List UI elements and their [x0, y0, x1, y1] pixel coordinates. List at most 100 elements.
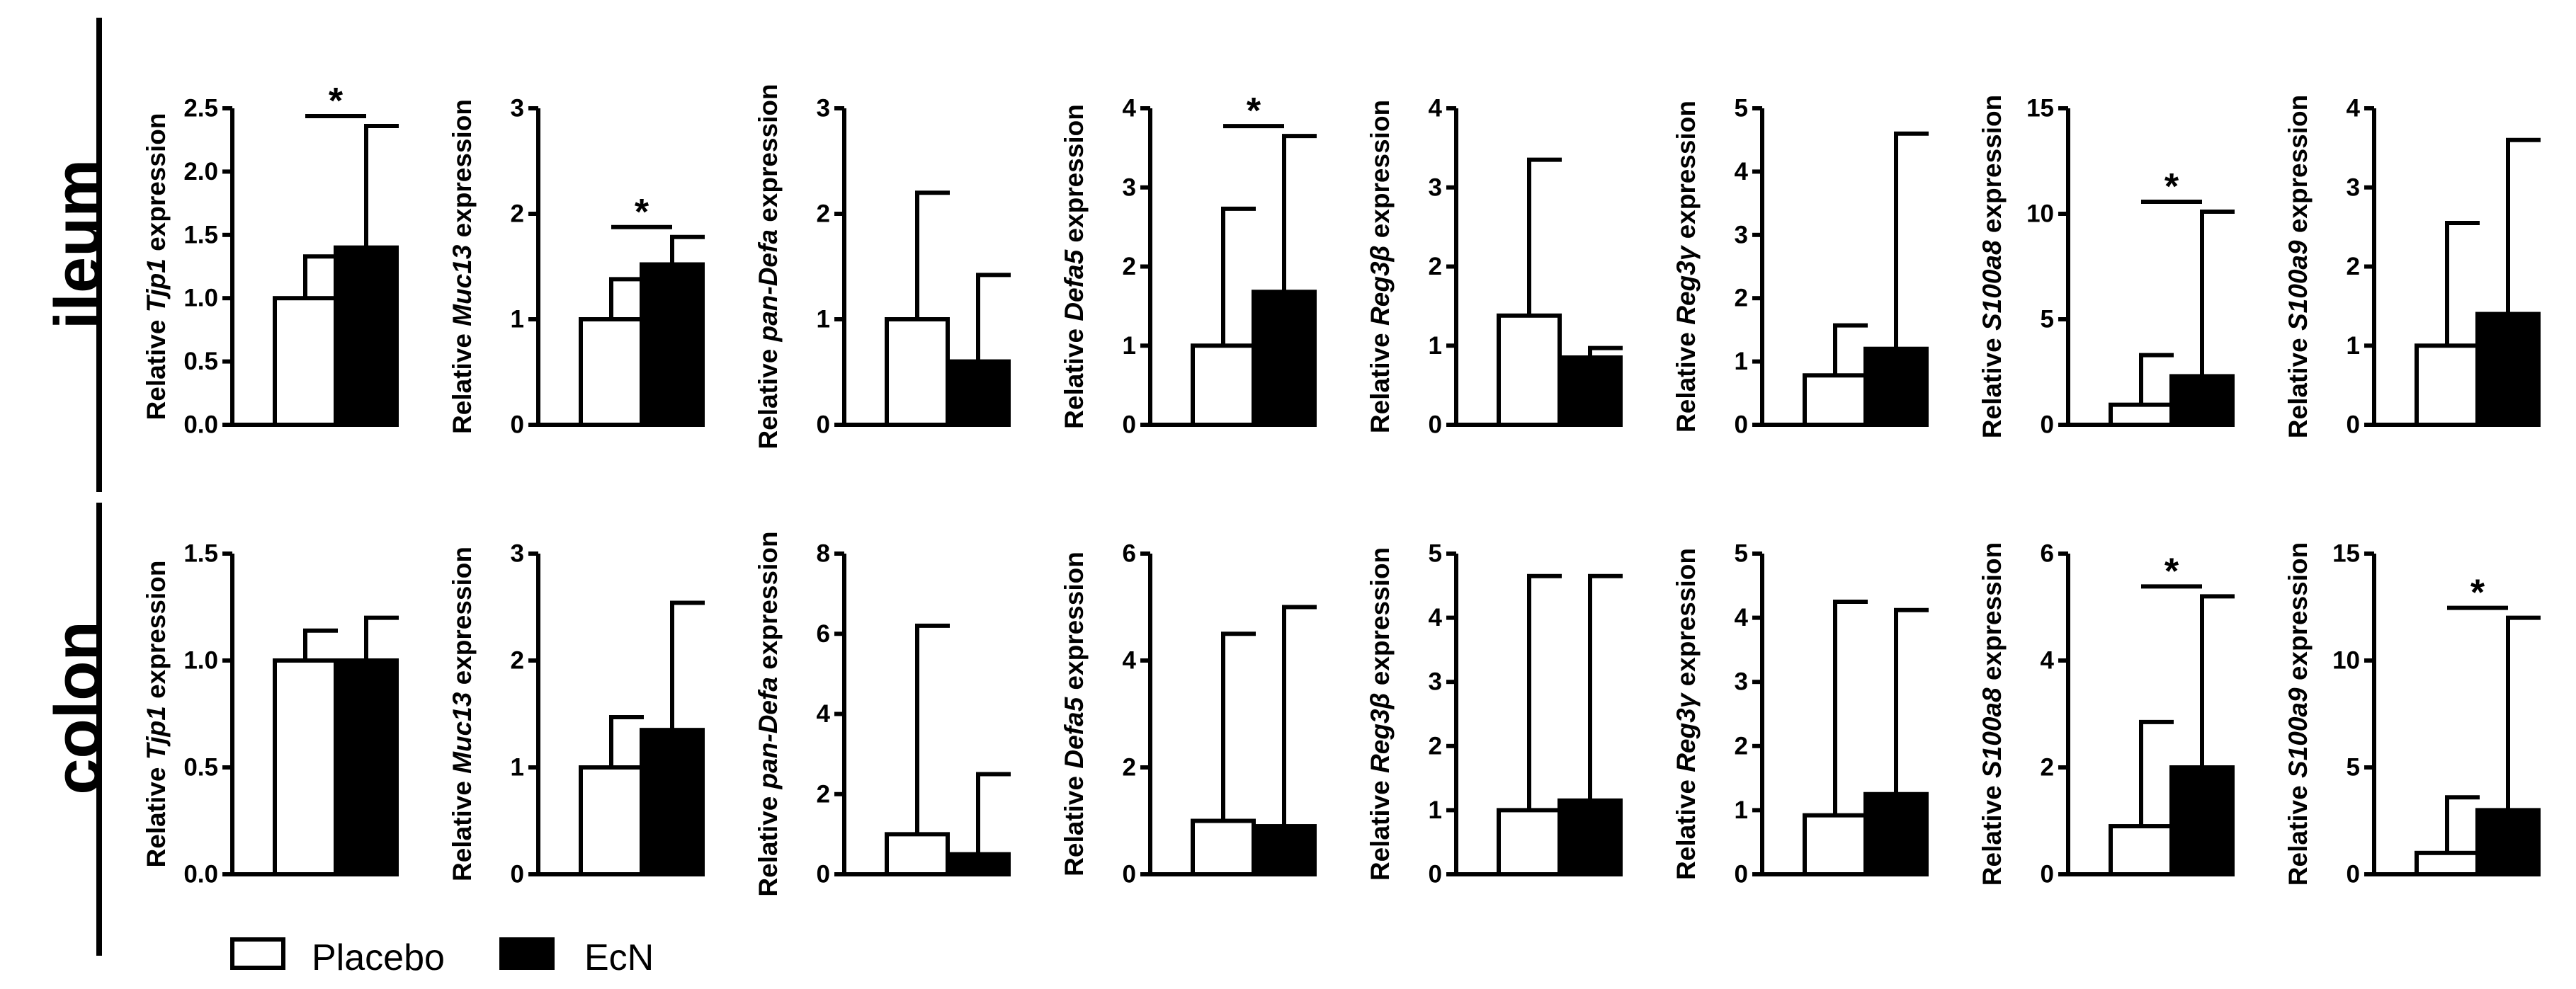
- y-label-prefix: Relative: [754, 789, 783, 896]
- y-label-suffix: expression: [142, 113, 171, 259]
- panel-ileum-5: 0 1 2 3 4 5 Relative Reg3γ expression: [1672, 95, 1929, 439]
- y-tick-label: 4: [1123, 647, 1137, 675]
- y-axis-label: Relative Reg3β expression: [1366, 100, 1395, 433]
- y-axis-label: Relative Muc13 expression: [448, 547, 477, 881]
- panel-colon-3: 0 2 4 6 Relative Defa5 expression: [1060, 540, 1317, 888]
- y-label-suffix: expression: [1672, 548, 1701, 694]
- y-label-suffix: expression: [142, 561, 171, 707]
- y-tick-label: 6: [2041, 540, 2054, 568]
- bar-placebo: [1497, 808, 1562, 877]
- bar-ecn: [946, 852, 1011, 876]
- y-tick-label: 1: [1735, 348, 1748, 375]
- y-tick-label: 3: [511, 95, 524, 122]
- significance-marker: *: [635, 192, 649, 233]
- y-tick-label: 0: [511, 861, 524, 888]
- y-tick-label: 0.5: [183, 348, 218, 375]
- row-colon: colon 0.0 0.5 1.0 1.5 Relative Tjp1 expressio…: [42, 503, 2541, 956]
- y-tick-label: 3: [1735, 668, 1748, 696]
- y-label-prefix: Relative: [2283, 331, 2313, 438]
- y-label-gene: Defa5: [1060, 248, 1089, 321]
- y-axis-label: Relative pan-Defa expression: [754, 84, 783, 449]
- bar-placebo: [2109, 402, 2174, 428]
- y-label-prefix: Relative: [1060, 321, 1089, 429]
- y-tick-label: 2: [817, 200, 830, 228]
- y-label-gene: Tjp1: [142, 258, 171, 312]
- y-axis-label: Relative Defa5 expression: [1060, 551, 1089, 876]
- bar-ecn: [2169, 374, 2235, 428]
- bar-ecn: [946, 359, 1011, 428]
- y-tick-label: 0: [1735, 861, 1748, 888]
- bar-placebo: [885, 832, 950, 876]
- y-label-prefix: Relative: [448, 326, 477, 434]
- bar-placebo: [579, 765, 644, 876]
- y-axis-label: Relative Reg3γ expression: [1672, 101, 1701, 433]
- y-tick-label: 1: [1123, 332, 1136, 360]
- y-label-prefix: Relative: [1366, 773, 1395, 881]
- y-label-gene: Reg3β: [1366, 246, 1395, 326]
- y-tick-label: 1.0: [183, 647, 218, 675]
- y-tick-label: 0: [1123, 861, 1136, 888]
- y-label-gene: pan-Defa: [754, 677, 783, 789]
- y-label-prefix: Relative: [1672, 325, 1701, 433]
- y-tick-label: 4: [1123, 95, 1137, 122]
- y-label-suffix: expression: [754, 84, 783, 229]
- bar-ecn: [334, 245, 399, 427]
- y-label-suffix: expression: [448, 547, 477, 692]
- y-label-suffix: expression: [1978, 542, 2007, 688]
- y-axis-label: Relative S100a8 expression: [1978, 95, 2007, 438]
- significance-marker: *: [2470, 573, 2485, 614]
- y-label-gene: S100a9: [2283, 687, 2313, 778]
- y-axis-label: Relative Reg3γ expression: [1672, 548, 1701, 880]
- legend-placebo-label: Placebo: [312, 937, 445, 978]
- y-tick-label: 1: [1735, 796, 1748, 824]
- y-label-gene: S100a9: [2283, 240, 2313, 331]
- y-tick-label: 2: [1735, 285, 1748, 312]
- y-tick-label: 0.0: [183, 861, 218, 888]
- row-label-colon: colon: [42, 621, 114, 794]
- y-tick-label: 0: [817, 411, 830, 439]
- panel-ileum-7: 0 1 2 3 4 Relative S100a9 expression: [2283, 95, 2541, 439]
- panel-colon-6: 0 2 4 6 Relative S100a8 expression *: [1978, 540, 2235, 888]
- y-axis-label: Relative S100a8 expression: [1978, 542, 2007, 886]
- y-tick-label: 0: [2041, 861, 2054, 888]
- y-tick-label: 4: [2041, 647, 2055, 675]
- bar-placebo: [2415, 850, 2480, 877]
- y-tick-label: 3: [2347, 173, 2360, 201]
- y-tick-label: 5: [1735, 540, 1748, 568]
- bar-ecn: [1252, 824, 1317, 877]
- y-label-suffix: expression: [1366, 547, 1395, 693]
- y-tick-label: 10: [2332, 647, 2360, 675]
- y-tick-label: 0: [2347, 861, 2360, 888]
- bar-placebo: [2415, 343, 2480, 427]
- y-tick-label: 0: [1429, 411, 1442, 439]
- bar-placebo: [1803, 813, 1868, 876]
- panel-ileum-6: 0 5 10 15 Relative S100a8 expression *: [1978, 95, 2235, 439]
- y-tick-label: 15: [2332, 540, 2360, 568]
- y-axis-label: Relative Tjp1 expression: [142, 561, 171, 868]
- y-tick-label: 1.0: [183, 285, 218, 312]
- significance-marker: *: [1247, 91, 1261, 132]
- y-label-suffix: expression: [1366, 100, 1395, 246]
- bar-placebo: [1803, 373, 1868, 428]
- bar-placebo: [885, 317, 950, 427]
- y-tick-label: 6: [817, 620, 830, 648]
- y-label-prefix: Relative: [1672, 772, 1701, 880]
- y-tick-label: 0.5: [183, 754, 218, 782]
- y-tick-label: 2: [511, 200, 524, 228]
- panel-ileum-2: 0 1 2 3 Relative pan-Defa expression: [754, 84, 1011, 450]
- bar-placebo: [1191, 343, 1256, 427]
- legend: Placebo EcN: [230, 937, 654, 978]
- y-tick-label: 2: [1429, 253, 1442, 280]
- y-label-gene: Reg3β: [1366, 693, 1395, 773]
- y-label-prefix: Relative: [1978, 778, 2007, 886]
- panel-ileum-4: 0 1 2 3 4 Relative Reg3β expression: [1366, 95, 1623, 439]
- panel-ileum-3: 0 1 2 3 4 Relative Defa5 expression *: [1060, 91, 1317, 439]
- panel-colon-7: 0 5 10 15 Relative S100a9 expression *: [2283, 540, 2541, 888]
- bar-ecn: [1252, 290, 1317, 428]
- y-tick-label: 1: [511, 754, 524, 782]
- bar-ecn: [1557, 798, 1623, 877]
- y-tick-label: 1: [1429, 796, 1442, 824]
- y-axis-label: Relative S100a9 expression: [2283, 542, 2313, 886]
- significance-marker: *: [2164, 551, 2179, 592]
- bar-ecn: [2475, 808, 2541, 877]
